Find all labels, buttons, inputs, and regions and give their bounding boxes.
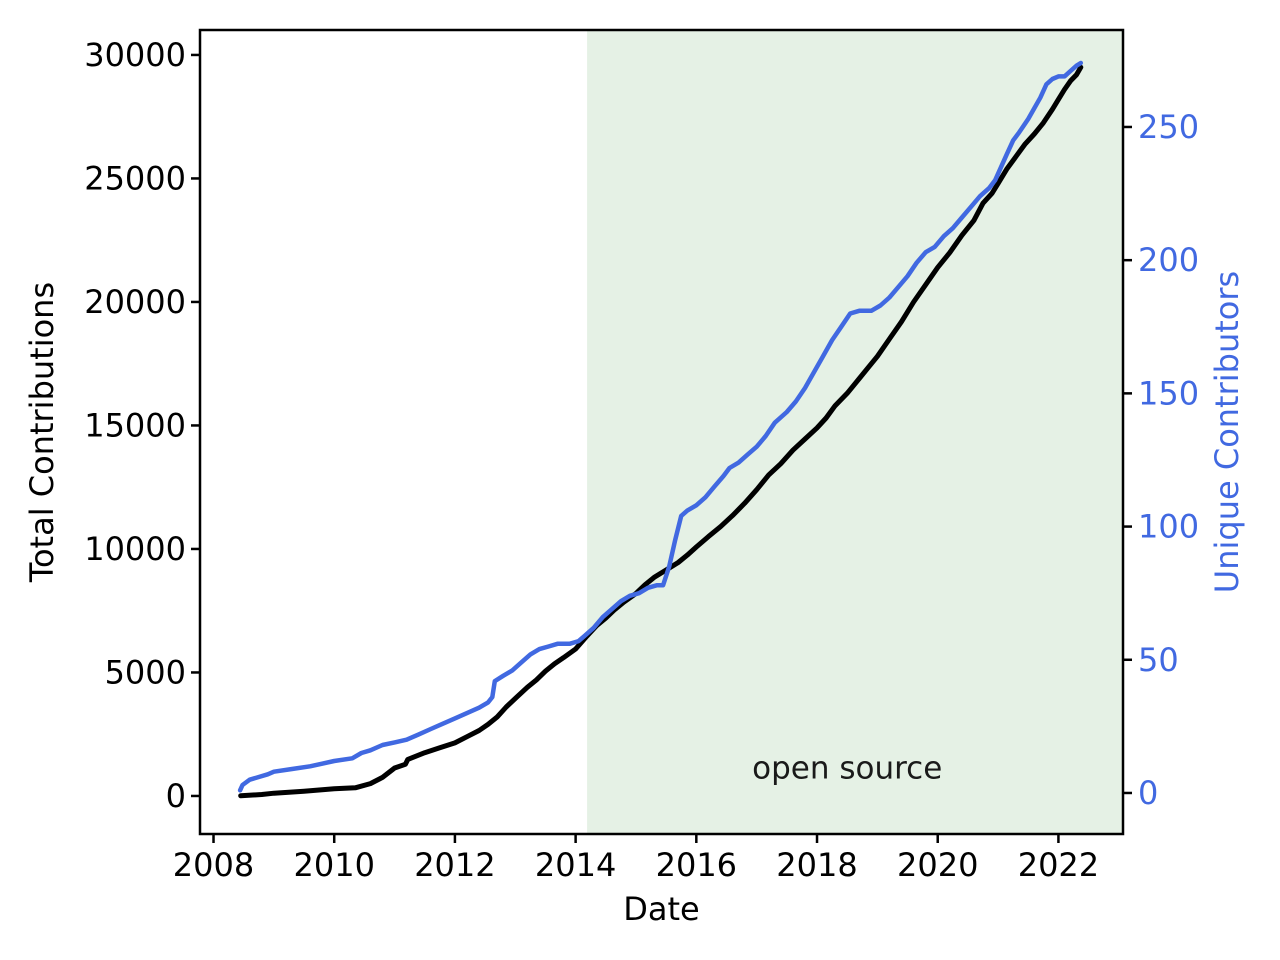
x-axis-label: Date: [623, 890, 699, 928]
x-tick-label: 2010: [294, 846, 375, 884]
x-tick-label: 2008: [173, 846, 254, 884]
y-left-axis-label: Total Contributions: [23, 282, 61, 583]
open-source-annotation: open source: [752, 751, 942, 787]
y-left-tick-label: 20000: [84, 283, 186, 321]
x-tick-label: 2022: [1018, 846, 1099, 884]
y-left-tick-label: 25000: [84, 159, 186, 197]
x-tick-label: 2016: [656, 846, 737, 884]
unique-contributors-line: [237, 60, 1084, 793]
x-tick-label: 2020: [897, 846, 978, 884]
y-left-tick-label: 5000: [105, 653, 186, 691]
y-left-tick-label: 10000: [84, 530, 186, 568]
x-tick-label: 2018: [776, 846, 857, 884]
y-left-tick-label: 30000: [84, 36, 186, 74]
y-right-tick-label: 150: [1138, 374, 1199, 412]
x-tick-label: 2014: [535, 846, 616, 884]
y-right-tick-label: 250: [1138, 108, 1199, 146]
y-left-tick-label: 15000: [84, 406, 186, 444]
y-right-tick-label: 200: [1138, 241, 1199, 279]
plot-spines: [198, 28, 1125, 836]
y-right-tick-label: 0: [1138, 774, 1158, 812]
y-right-axis-label: Unique Contributors: [1208, 271, 1246, 593]
x-tick-label: 2012: [414, 846, 495, 884]
y-right-tick-label: 100: [1138, 508, 1199, 546]
open-source-region: [587, 30, 1123, 834]
total-contributions-line: [238, 64, 1084, 799]
y-left-tick-label: 0: [166, 777, 186, 815]
y-right-tick-label: 50: [1138, 641, 1179, 679]
